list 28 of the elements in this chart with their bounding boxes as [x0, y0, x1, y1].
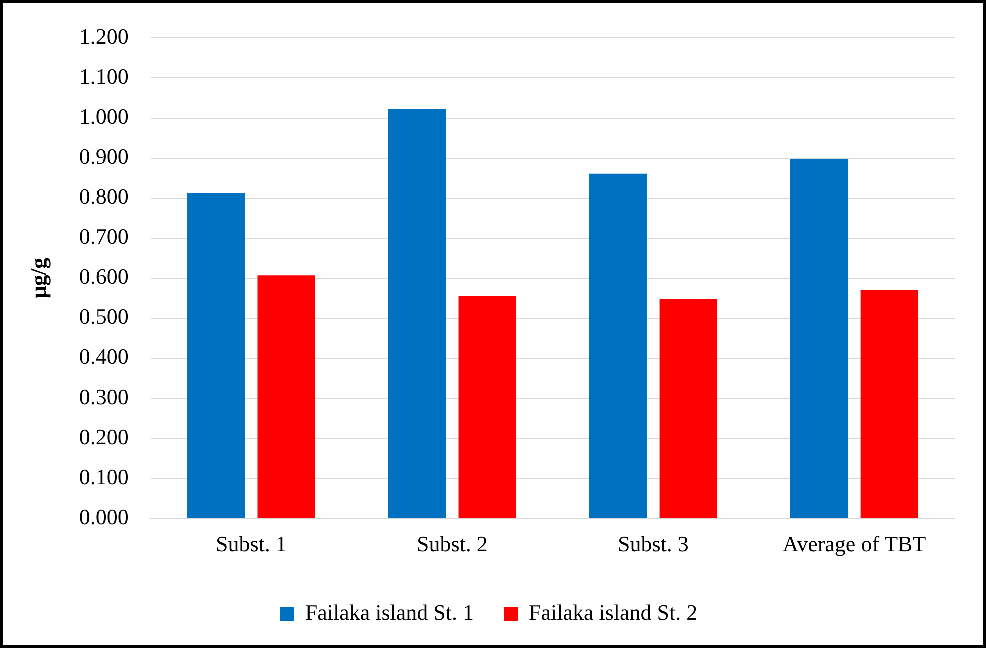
bar	[589, 174, 648, 518]
y-tick-label: 0.600	[79, 264, 129, 290]
x-tick-label: Average of TBT	[782, 532, 927, 557]
y-tick-label: 0.000	[79, 504, 129, 530]
bar	[187, 193, 246, 518]
y-tick-label: 0.800	[79, 184, 129, 210]
y-tick-label: 0.100	[79, 464, 129, 490]
y-tick-label: 1.100	[79, 64, 129, 90]
y-tick-label: 0.500	[79, 304, 129, 330]
y-tick-label: 0.900	[79, 144, 129, 170]
bar	[258, 276, 316, 518]
x-tick-label: Subst. 3	[618, 532, 689, 557]
bar	[458, 296, 516, 518]
bar	[660, 299, 718, 518]
y-axis-title: µg/g	[26, 258, 51, 299]
bar	[388, 109, 446, 518]
y-tick-label: 0.300	[79, 384, 129, 410]
bar	[790, 159, 848, 518]
y-tick-label: 0.700	[79, 224, 129, 250]
y-tick-label: 1.200	[79, 24, 129, 49]
y-tick-label: 0.400	[79, 344, 129, 370]
x-tick-label: Subst. 1	[216, 532, 287, 557]
y-tick-label: 1.000	[79, 104, 129, 130]
legend-label: Failaka island St. 2	[529, 600, 698, 625]
bar	[860, 290, 919, 518]
y-tick-label: 0.200	[79, 424, 129, 450]
x-tick-label: Subst. 2	[416, 532, 488, 557]
legend-label: Failaka island St. 1	[305, 600, 474, 625]
